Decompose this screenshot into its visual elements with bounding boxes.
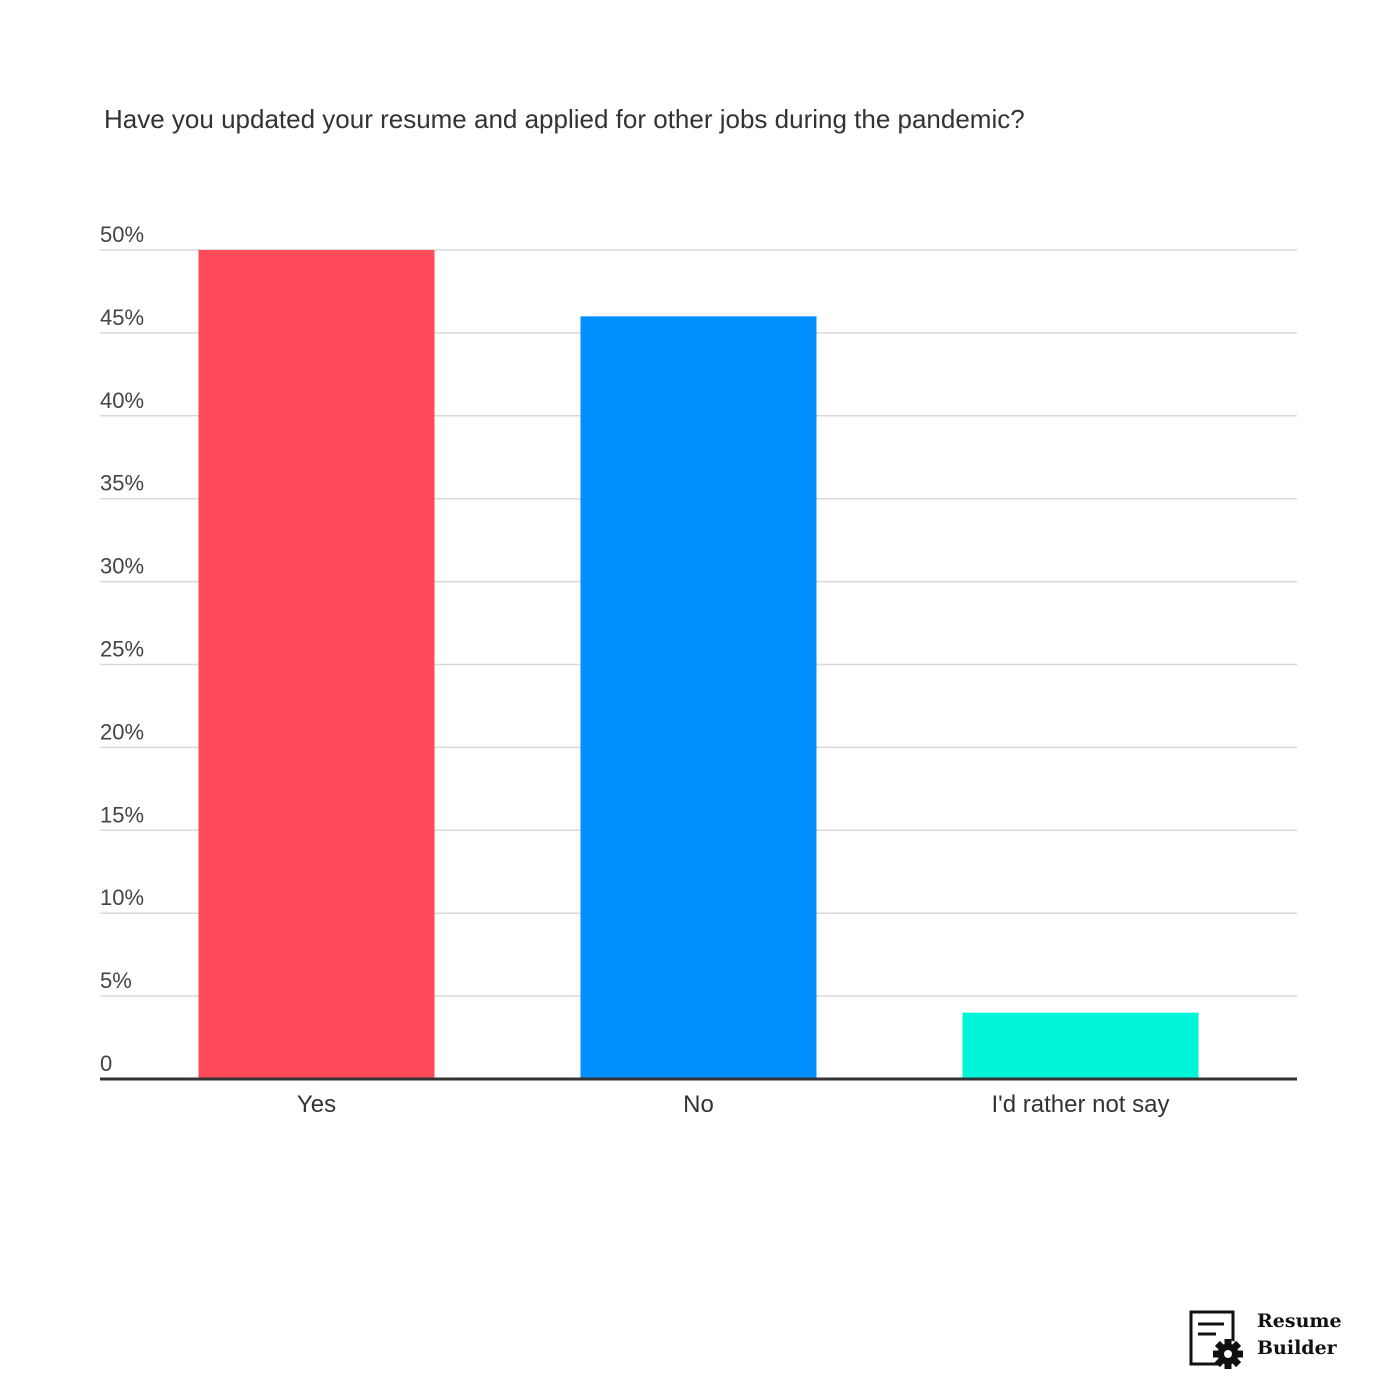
y-tick-label: 30%	[100, 554, 144, 579]
y-tick-label: 20%	[100, 719, 144, 744]
y-tick-label: 50%	[100, 222, 144, 247]
x-axis-labels: Yes No I'd rather not say	[297, 1091, 1170, 1118]
y-tick-label: 0	[100, 1051, 112, 1076]
brand-line-1: Resume	[1257, 1310, 1342, 1332]
y-tick-label: 35%	[100, 471, 144, 496]
brand-line-2: Builder	[1257, 1337, 1338, 1359]
resume-gear-icon	[1189, 1310, 1243, 1369]
x-category-label: I'd rather not say	[991, 1091, 1169, 1118]
resume-builder-logo: Resume Builder	[1189, 1310, 1342, 1369]
y-tick-label: 25%	[100, 637, 144, 662]
bars	[198, 250, 1199, 1079]
chart-title: Have you updated your resume and applied…	[104, 104, 1025, 134]
bar-i-d-rather-not-say	[962, 1012, 1199, 1079]
bar-no	[580, 316, 817, 1079]
bar-yes	[198, 250, 435, 1079]
x-category-label: Yes	[297, 1091, 336, 1118]
y-axis-ticks: 0 5% 10% 15% 20% 25% 30% 35% 40% 45% 50%	[100, 222, 144, 1076]
y-tick-label: 10%	[100, 885, 144, 910]
x-category-label: No	[683, 1091, 714, 1118]
y-tick-label: 15%	[100, 802, 144, 827]
y-tick-label: 40%	[100, 388, 144, 413]
y-tick-label: 45%	[100, 305, 144, 330]
y-tick-label: 5%	[100, 968, 132, 993]
